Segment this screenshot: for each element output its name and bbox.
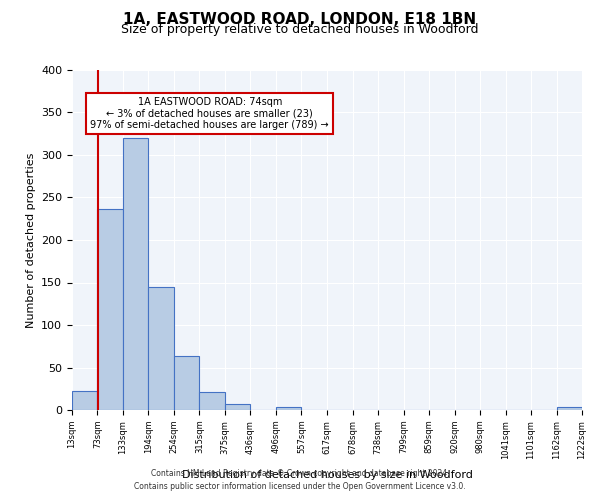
Bar	[122, 138, 148, 410]
Text: 1A, EASTWOOD ROAD, LONDON, E18 1BN: 1A, EASTWOOD ROAD, LONDON, E18 1BN	[124, 12, 476, 28]
Bar	[557, 408, 582, 410]
Text: 1A EASTWOOD ROAD: 74sqm
← 3% of detached houses are smaller (23)
97% of semi-det: 1A EASTWOOD ROAD: 74sqm ← 3% of detached…	[91, 97, 329, 130]
Text: Contains HM Land Registry data © Crown copyright and database right 2024.: Contains HM Land Registry data © Crown c…	[151, 468, 449, 477]
Text: Contains public sector information licensed under the Open Government Licence v3: Contains public sector information licen…	[134, 482, 466, 491]
Bar	[72, 392, 97, 410]
Y-axis label: Number of detached properties: Number of detached properties	[26, 152, 35, 328]
Bar	[173, 356, 199, 410]
Bar	[225, 404, 250, 410]
Bar	[276, 406, 301, 410]
Bar	[199, 392, 225, 410]
Text: Size of property relative to detached houses in Woodford: Size of property relative to detached ho…	[121, 22, 479, 36]
Bar	[97, 208, 122, 410]
X-axis label: Distribution of detached houses by size in Woodford: Distribution of detached houses by size …	[182, 470, 472, 480]
Bar	[148, 286, 173, 410]
